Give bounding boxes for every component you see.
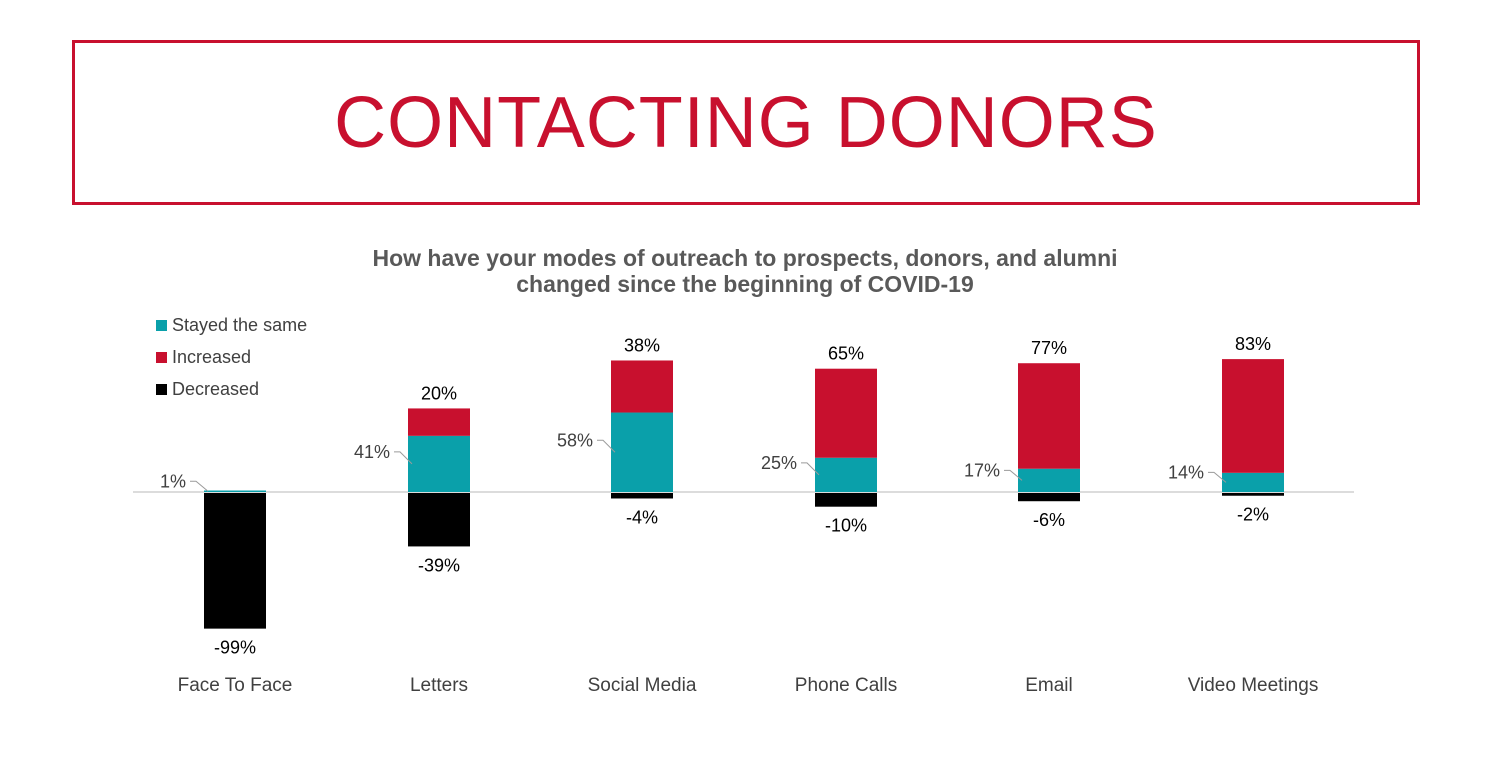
bar-increased-email	[1018, 363, 1080, 469]
legend-swatch-increased	[156, 352, 167, 363]
bar-decreased-letters	[408, 493, 470, 547]
bar-stayed-face-to-face	[204, 490, 266, 492]
bar-stayed-video-meetings	[1222, 472, 1284, 492]
label-increased-phone-calls: 65%	[828, 344, 864, 364]
label-increased-video-meetings: 83%	[1235, 334, 1271, 354]
legend-swatch-decreased	[156, 384, 167, 395]
legend: Stayed the same Increased Decreased	[156, 315, 307, 399]
leader-stayed-email	[1004, 469, 1023, 481]
label-stayed-face-to-face: 1%	[160, 471, 186, 491]
bar-decreased-face-to-face	[204, 493, 266, 629]
leader-stayed-letters	[394, 451, 413, 465]
bar-increased-video-meetings	[1222, 359, 1284, 473]
category-label-letters: Letters	[410, 675, 468, 696]
bars-layer: -99% 1% Face To Face 20% -39% 41% Letters 38% -4…	[160, 334, 1318, 696]
leader-stayed-social-media	[597, 439, 616, 453]
bar-stayed-phone-calls	[815, 457, 877, 492]
category-label-social-media: Social Media	[588, 675, 697, 696]
label-increased-email: 77%	[1031, 338, 1067, 358]
legend-label-decreased: Decreased	[172, 379, 259, 399]
label-decreased-face-to-face: -99%	[214, 638, 256, 658]
label-decreased-email: -6%	[1033, 510, 1065, 530]
bar-stayed-email	[1018, 468, 1080, 492]
chart-title-line-1: How have your modes of outreach to prosp…	[372, 245, 1117, 271]
legend-swatch-stayed	[156, 320, 167, 331]
slide-title: CONTACTING DONORS	[334, 82, 1158, 163]
category-label-face-to-face: Face To Face	[178, 675, 293, 696]
bar-decreased-social-media	[611, 493, 673, 499]
label-increased-letters: 20%	[421, 383, 457, 403]
category-label-video-meetings: Video Meetings	[1188, 675, 1319, 696]
label-decreased-social-media: -4%	[626, 507, 658, 527]
label-stayed-letters: 41%	[354, 442, 390, 462]
category-label-phone-calls: Phone Calls	[795, 675, 897, 696]
bar-stayed-letters	[408, 435, 470, 492]
label-stayed-social-media: 58%	[557, 430, 593, 450]
label-decreased-letters: -39%	[418, 555, 460, 575]
slide-title-box: CONTACTING DONORS	[72, 40, 1420, 205]
bar-stayed-social-media	[611, 412, 673, 492]
leader-stayed-phone-calls	[801, 462, 820, 476]
legend-label-increased: Increased	[172, 347, 251, 367]
category-label-email: Email	[1025, 675, 1073, 696]
legend-label-stayed: Stayed the same	[172, 315, 307, 335]
bar-decreased-video-meetings	[1222, 493, 1284, 496]
label-stayed-video-meetings: 14%	[1168, 462, 1204, 482]
leader-stayed-video-meetings	[1208, 471, 1227, 483]
leader-stayed-face-to-face	[190, 480, 209, 492]
label-stayed-email: 17%	[964, 460, 1000, 480]
bar-increased-social-media	[611, 360, 673, 413]
label-decreased-phone-calls: -10%	[825, 516, 867, 536]
bar-decreased-phone-calls	[815, 493, 877, 507]
label-increased-social-media: 38%	[624, 335, 660, 355]
chart-title-line-2: changed since the beginning of COVID-19	[516, 271, 974, 297]
bar-decreased-email	[1018, 493, 1080, 502]
bar-increased-phone-calls	[815, 368, 877, 458]
label-decreased-video-meetings: -2%	[1237, 505, 1269, 525]
bar-increased-letters	[408, 408, 470, 436]
label-stayed-phone-calls: 25%	[761, 453, 797, 473]
